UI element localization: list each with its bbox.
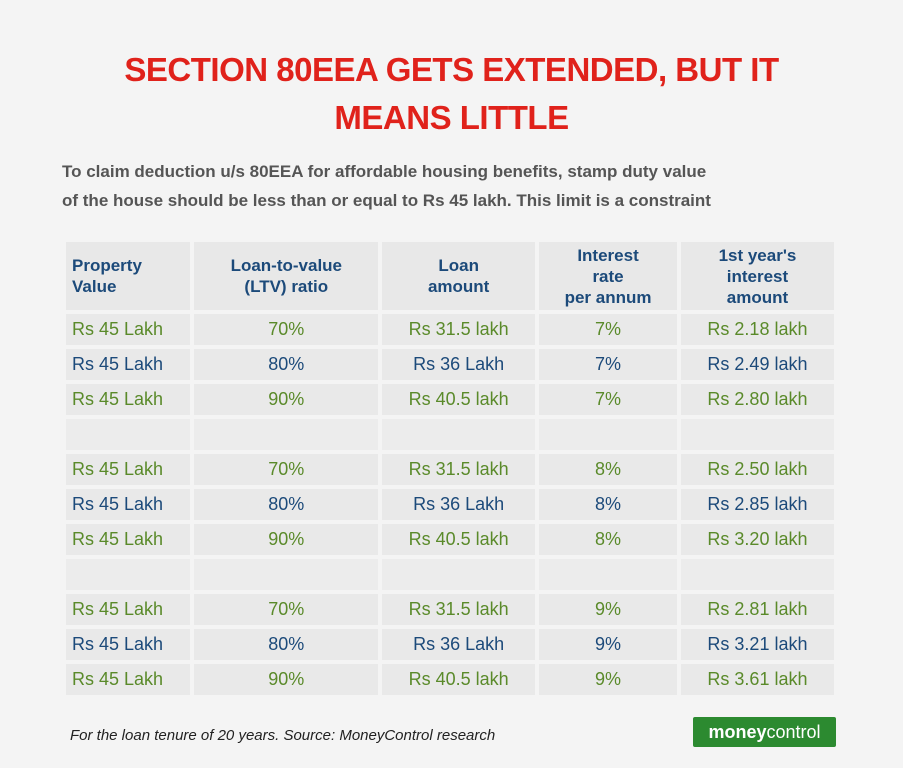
cell-loan: Rs 31.5 lakh xyxy=(382,454,536,485)
cell-loan: Rs 36 Lakh xyxy=(382,349,536,380)
empty-cell xyxy=(680,419,834,450)
subtitle-line-2: of the house should be less than or equa… xyxy=(62,191,711,210)
cell-rate: 7% xyxy=(539,349,677,380)
header-interest-rate: Interest rate per annum xyxy=(539,242,677,310)
title-line-1: SECTION 80EEA GETS EXTENDED, BUT IT xyxy=(124,51,779,88)
cell-ltv: 80% xyxy=(194,629,379,660)
cell-rate: 8% xyxy=(539,454,677,485)
empty-cell xyxy=(539,419,677,450)
header-property-value: Property Value xyxy=(66,242,191,310)
cell-rate: 8% xyxy=(539,489,677,520)
header-first-year-interest: 1st year's interest amount xyxy=(680,242,834,310)
table-row: Rs 45 Lakh 80% Rs 36 Lakh 7% Rs 2.49 lak… xyxy=(66,349,834,380)
cell-loan: Rs 31.5 lakh xyxy=(382,594,536,625)
table-row: Rs 45 Lakh 90% Rs 40.5 lakh 7% Rs 2.80 l… xyxy=(66,384,834,415)
cell-loan: Rs 40.5 lakh xyxy=(382,384,536,415)
cell-ltv: 70% xyxy=(194,454,379,485)
cell-rate: 7% xyxy=(539,384,677,415)
cell-interest: Rs 2.85 lakh xyxy=(680,489,834,520)
cell-ltv: 70% xyxy=(194,314,379,345)
cell-rate: 9% xyxy=(539,664,677,695)
empty-cell xyxy=(66,419,191,450)
cell-loan: Rs 40.5 lakh xyxy=(382,524,536,555)
cell-interest: Rs 2.80 lakh xyxy=(680,384,834,415)
header-ltv-ratio: Loan-to-value (LTV) ratio xyxy=(194,242,379,310)
logo-text-control: control xyxy=(766,722,821,742)
header-text: 1st year's xyxy=(718,245,797,265)
cell-property-value: Rs 45 Lakh xyxy=(66,489,191,520)
table-row: Rs 45 Lakh 70% Rs 31.5 lakh 8% Rs 2.50 l… xyxy=(66,454,834,485)
table-header-row: Property Value Loan-to-value (LTV) ratio… xyxy=(66,242,834,310)
header-text: (LTV) ratio xyxy=(244,277,329,296)
header-text: Loan xyxy=(438,256,479,275)
cell-property-value: Rs 45 Lakh xyxy=(66,314,191,345)
cell-loan: Rs 31.5 lakh xyxy=(382,314,536,345)
cell-loan: Rs 36 Lakh xyxy=(382,489,536,520)
table-row: Rs 45 Lakh 70% Rs 31.5 lakh 7% Rs 2.18 l… xyxy=(66,314,834,345)
cell-loan: Rs 40.5 lakh xyxy=(382,664,536,695)
table-row: Rs 45 Lakh 90% Rs 40.5 lakh 8% Rs 3.20 l… xyxy=(66,524,834,555)
empty-cell xyxy=(539,559,677,590)
cell-interest: Rs 2.49 lakh xyxy=(680,349,834,380)
empty-cell xyxy=(382,419,536,450)
header-text: amount xyxy=(726,287,789,307)
logo-text-money: money xyxy=(708,722,767,742)
empty-cell xyxy=(382,559,536,590)
cell-ltv: 90% xyxy=(194,664,379,695)
cell-property-value: Rs 45 Lakh xyxy=(66,349,191,380)
table-row: Rs 45 Lakh 90% Rs 40.5 lakh 9% Rs 3.61 l… xyxy=(66,664,834,695)
cell-interest: Rs 2.81 lakh xyxy=(680,594,834,625)
header-text: interest xyxy=(726,266,789,286)
cell-ltv: 90% xyxy=(194,384,379,415)
header-text: per annum xyxy=(564,287,652,307)
empty-cell xyxy=(194,559,379,590)
cell-interest: Rs 3.21 lakh xyxy=(680,629,834,660)
cell-property-value: Rs 45 Lakh xyxy=(66,629,191,660)
moneycontrol-logo: moneycontrol xyxy=(693,717,836,747)
cell-interest: Rs 2.50 lakh xyxy=(680,454,834,485)
cell-property-value: Rs 45 Lakh xyxy=(66,664,191,695)
cell-property-value: Rs 45 Lakh xyxy=(66,454,191,485)
empty-cell xyxy=(680,559,834,590)
header-text: Loan-to-value xyxy=(230,256,343,275)
header-text: rate xyxy=(592,266,624,286)
header-text: Interest xyxy=(577,245,639,265)
title-line-2: MEANS LITTLE xyxy=(334,99,569,136)
cell-property-value: Rs 45 Lakh xyxy=(66,384,191,415)
table-row: Rs 45 Lakh 80% Rs 36 Lakh 9% Rs 3.21 lak… xyxy=(66,629,834,660)
header-text: Value xyxy=(72,277,117,296)
subtitle: To claim deduction u/s 80EEA for afforda… xyxy=(62,157,852,215)
header-text: Property xyxy=(72,256,142,275)
table-row: Rs 45 Lakh 80% Rs 36 Lakh 8% Rs 2.85 lak… xyxy=(66,489,834,520)
cell-interest: Rs 3.20 lakh xyxy=(680,524,834,555)
cell-loan: Rs 36 Lakh xyxy=(382,629,536,660)
subtitle-line-1: To claim deduction u/s 80EEA for afforda… xyxy=(62,162,707,181)
page-title: SECTION 80EEA GETS EXTENDED, BUT IT MEAN… xyxy=(0,46,903,142)
cell-rate: 9% xyxy=(539,594,677,625)
cell-ltv: 90% xyxy=(194,524,379,555)
empty-cell xyxy=(66,559,191,590)
header-text: amount xyxy=(427,277,490,296)
cell-ltv: 80% xyxy=(194,489,379,520)
cell-rate: 8% xyxy=(539,524,677,555)
cell-ltv: 70% xyxy=(194,594,379,625)
cell-interest: Rs 2.18 lakh xyxy=(680,314,834,345)
cell-rate: 9% xyxy=(539,629,677,660)
table-row: Rs 45 Lakh 70% Rs 31.5 lakh 9% Rs 2.81 l… xyxy=(66,594,834,625)
cell-property-value: Rs 45 Lakh xyxy=(66,524,191,555)
source-footnote: For the loan tenure of 20 years. Source:… xyxy=(70,727,496,744)
separator-row xyxy=(66,419,834,450)
separator-row xyxy=(66,559,834,590)
header-loan-amount: Loan amount xyxy=(382,242,536,310)
empty-cell xyxy=(194,419,379,450)
cell-property-value: Rs 45 Lakh xyxy=(66,594,191,625)
cell-ltv: 80% xyxy=(194,349,379,380)
interest-table: Property Value Loan-to-value (LTV) ratio… xyxy=(62,238,838,699)
cell-rate: 7% xyxy=(539,314,677,345)
cell-interest: Rs 3.61 lakh xyxy=(680,664,834,695)
